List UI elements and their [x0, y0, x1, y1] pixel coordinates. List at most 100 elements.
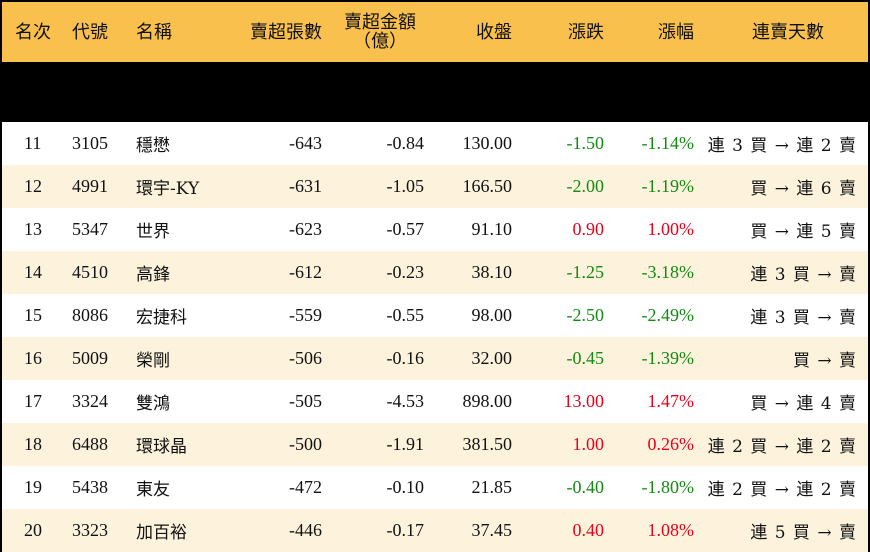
- consecutive-trend-cell: 連 2 買 → 連 2 賣: [707, 480, 856, 500]
- stock-name-cell: 高鋒: [136, 265, 170, 285]
- price-change-cell: -2.50: [566, 305, 605, 325]
- price-change-cell: -2.00: [566, 176, 605, 196]
- change-pct-cell: 0.26%: [647, 434, 695, 454]
- net-sell-amount-cell: -0.16: [386, 348, 425, 368]
- close-price-cell: 98.00: [471, 305, 513, 325]
- net-sell-lots-cell: -505: [289, 391, 322, 411]
- stock-code-cell: 8086: [72, 305, 108, 325]
- price-change-cell: 13.00: [563, 391, 605, 411]
- rank-cell: 12: [24, 176, 42, 196]
- close-price-cell: 166.50: [462, 176, 513, 196]
- rank-cell: 13: [24, 219, 42, 239]
- stock-name-cell: 榮剛: [136, 351, 170, 371]
- table-row[interactable]: 16 5009 榮剛 -506 -0.16 32.00 -0.45 -1.39% 買 → 賣: [2, 337, 868, 380]
- header-close: 收盤: [476, 21, 512, 43]
- stock-code-cell: 3323: [72, 520, 108, 540]
- net-sell-amount-cell: -0.55: [386, 305, 425, 325]
- rank-cell: 14: [24, 262, 42, 282]
- header-consecutive-days: 連賣天數: [752, 21, 824, 43]
- close-price-cell: 898.00: [462, 391, 513, 411]
- change-pct-cell: -2.49%: [641, 305, 695, 325]
- net-sell-lots-cell: -623: [289, 219, 322, 239]
- close-price-cell: 21.85: [471, 477, 513, 497]
- change-pct-cell: -3.18%: [641, 262, 695, 282]
- rank-cell: 17: [24, 391, 42, 411]
- close-price-cell: 130.00: [462, 133, 513, 153]
- header-code: 代號: [72, 21, 108, 43]
- stock-name-cell: 雙鴻: [136, 394, 170, 414]
- stock-code-cell: 3105: [72, 133, 108, 153]
- price-change-cell: -1.50: [566, 133, 605, 153]
- consecutive-trend-cell: 買 → 連 6 賣: [750, 179, 856, 199]
- stock-code-cell: 6488: [72, 434, 108, 454]
- table-row[interactable]: 18 6488 環球晶 -500 -1.91 381.50 1.00 0.26% 連 2 買 →…: [2, 423, 868, 466]
- consecutive-trend-cell: 連 3 買 → 賣: [750, 308, 856, 328]
- header-divider: [2, 62, 868, 122]
- stock-name-cell: 世界: [136, 222, 170, 242]
- net-sell-amount-cell: -0.23: [386, 262, 425, 282]
- price-change-cell: 1.00: [572, 434, 605, 454]
- net-sell-lots-cell: -472: [289, 477, 322, 497]
- net-sell-lots-cell: -500: [289, 434, 322, 454]
- stock-code-cell: 4510: [72, 262, 108, 282]
- consecutive-trend-cell: 連 2 買 → 連 2 賣: [707, 437, 856, 457]
- consecutive-trend-cell: 連 3 買 → 連 2 賣: [707, 136, 856, 156]
- net-sell-amount-cell: -0.10: [386, 477, 425, 497]
- header-net-sell-amount-line2: （億）: [353, 31, 407, 52]
- close-price-cell: 91.10: [471, 219, 513, 239]
- table-row[interactable]: 12 4991 環宇-KY -631 -1.05 166.50 -2.00 -1.19% 買 →…: [2, 165, 868, 208]
- table-row[interactable]: 20 3323 加百裕 -446 -0.17 37.45 0.40 1.08% 連 5 買 → …: [2, 509, 868, 552]
- change-pct-cell: 1.00%: [647, 219, 695, 239]
- price-change-cell: -0.45: [566, 348, 605, 368]
- stock-name-cell: 加百裕: [136, 523, 187, 543]
- table-row[interactable]: 14 4510 高鋒 -612 -0.23 38.10 -1.25 -3.18% 連 3 買 →…: [2, 251, 868, 294]
- stock-code-cell: 5347: [72, 219, 108, 239]
- price-change-cell: 0.90: [572, 219, 605, 239]
- net-sell-amount-cell: -4.53: [386, 391, 425, 411]
- consecutive-trend-cell: 連 3 買 → 賣: [750, 265, 856, 285]
- change-pct-cell: 1.47%: [647, 391, 695, 411]
- stock-name-cell: 穩懋: [136, 136, 170, 156]
- change-pct-cell: 1.08%: [647, 520, 695, 540]
- close-price-cell: 32.00: [471, 348, 513, 368]
- table-row[interactable]: 11 3105 穩懋 -643 -0.84 130.00 -1.50 -1.14% 連 3 買 …: [2, 122, 868, 165]
- consecutive-trend-cell: 買 → 連 4 賣: [750, 394, 856, 414]
- net-sell-amount-cell: -0.84: [386, 133, 425, 153]
- header-net-sell-amount-line1: 賣超金額: [344, 12, 416, 33]
- table-row[interactable]: 15 8086 宏捷科 -559 -0.55 98.00 -2.50 -2.49% 連 3 買 …: [2, 294, 868, 337]
- net-sell-amount-cell: -0.57: [386, 219, 425, 239]
- stock-code-cell: 5438: [72, 477, 108, 497]
- net-sell-lots-cell: -643: [289, 133, 322, 153]
- net-sell-lots-cell: -631: [289, 176, 322, 196]
- price-change-cell: 0.40: [572, 520, 605, 540]
- header-rank: 名次: [15, 21, 51, 43]
- table-row[interactable]: 13 5347 世界 -623 -0.57 91.10 0.90 1.00% 買 → 連 5 賣: [2, 208, 868, 251]
- net-sell-amount-cell: -1.05: [386, 176, 425, 196]
- change-pct-cell: -1.80%: [641, 477, 695, 497]
- stock-code-cell: 3324: [72, 391, 108, 411]
- rank-cell: 20: [24, 520, 42, 540]
- stock-code-cell: 5009: [72, 348, 108, 368]
- consecutive-trend-cell: 買 → 賣: [792, 351, 856, 371]
- header-change: 漲跌: [568, 21, 604, 43]
- change-pct-cell: -1.39%: [641, 348, 695, 368]
- net-sell-lots-cell: -612: [289, 262, 322, 282]
- header-net-sell-amount: 賣超金額 （億）: [322, 2, 424, 62]
- header-net-sell-lots: 賣超張數: [250, 21, 322, 43]
- rank-cell: 11: [24, 133, 42, 153]
- stock-name-cell: 環宇-KY: [136, 179, 200, 199]
- net-sell-lots-cell: -559: [289, 305, 322, 325]
- stock-name-cell: 東友: [136, 480, 170, 500]
- table-row[interactable]: 17 3324 雙鴻 -505 -4.53 898.00 13.00 1.47% 買 → 連 4…: [2, 380, 868, 423]
- consecutive-trend-cell: 買 → 連 5 賣: [750, 222, 856, 242]
- change-pct-cell: -1.19%: [641, 176, 695, 196]
- rank-cell: 16: [24, 348, 42, 368]
- header-change-pct: 漲幅: [658, 21, 694, 43]
- rank-cell: 18: [24, 434, 42, 454]
- table-row[interactable]: 19 5438 東友 -472 -0.10 21.85 -0.40 -1.80% 連 2 買 →…: [2, 466, 868, 509]
- rank-cell: 15: [24, 305, 42, 325]
- table-header-row: 名次 代號 名稱 賣超張數 賣超金額 （億） 收盤 漲跌 漲幅 連賣天數: [2, 2, 868, 62]
- close-price-cell: 38.10: [471, 262, 513, 282]
